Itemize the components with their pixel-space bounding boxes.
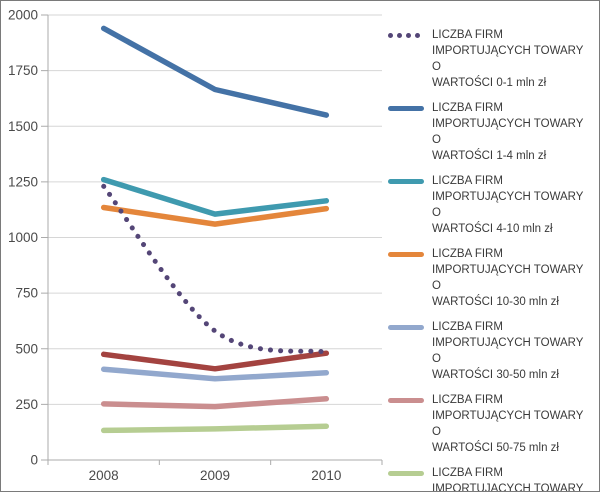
legend-label: LICZBA FIRM IMPORTUJĄCYCH TOWARY O WARTO… (432, 175, 584, 235)
legend-item: LICZBA FIRM IMPORTUJĄCYCH TOWARY O WARTO… (388, 27, 594, 91)
legend-item: LICZBA FIRM IMPORTUJĄCYCH TOWARY O WARTO… (388, 465, 594, 492)
legend-item: LICZBA FIRM IMPORTUJĄCYCH TOWARY O WARTO… (388, 173, 594, 237)
legend-label: LICZBA FIRM IMPORTUJĄCYCH TOWARY O WARTO… (432, 102, 584, 162)
y-axis-label: 2000 (8, 8, 38, 23)
legend-label: LICZBA FIRM IMPORTUJĄCYCH TOWARY O WARTO… (432, 467, 584, 492)
x-axis-label: 2009 (200, 468, 230, 483)
legend-line-icon (388, 173, 425, 189)
x-axis-label: 2008 (89, 468, 119, 483)
legend-dotted-line-icon (388, 27, 425, 43)
series-line-4 (100, 366, 330, 382)
legend: LICZBA FIRM IMPORTUJĄCYCH TOWARY O WARTO… (388, 27, 594, 492)
legend-item: LICZBA FIRM IMPORTUJĄCYCH TOWARY O WARTO… (388, 100, 594, 164)
legend-line-icon (388, 100, 425, 116)
x-axis-label: 2010 (311, 468, 341, 483)
y-axis-label: 0 (30, 453, 38, 468)
legend-line-icon (388, 319, 425, 335)
y-axis-label: 500 (15, 341, 38, 356)
plot-area: 0 250 500 750 1000 1250 1500 1750 2000 2008 2009 20… (8, 8, 383, 483)
legend-item: LICZBA FIRM IMPORTUJĄCYCH TOWARY O WARTO… (388, 392, 594, 456)
series-line-6 (100, 423, 330, 434)
y-axis-label: 1750 (8, 63, 38, 78)
legend-item: LICZBA FIRM IMPORTUJĄCYCH TOWARY O WARTO… (388, 319, 594, 383)
legend-label: LICZBA FIRM IMPORTUJĄCYCH TOWARY O WARTO… (432, 248, 584, 308)
series-line-7 (100, 350, 330, 372)
y-axis-label: 1250 (8, 174, 38, 189)
series-line-2 (100, 176, 330, 217)
y-axis-label: 1500 (8, 119, 38, 134)
legend-line-icon (388, 392, 425, 408)
series-line-5 (100, 396, 330, 410)
legend-label: LICZBA FIRM IMPORTUJĄCYCH TOWARY O WARTO… (432, 29, 584, 89)
legend-label: LICZBA FIRM IMPORTUJĄCYCH TOWARY O WARTO… (432, 394, 584, 454)
legend-item: LICZBA FIRM IMPORTUJĄCYCH TOWARY O WARTO… (388, 246, 594, 310)
series-line-0 (101, 183, 329, 355)
y-axis-label: 1000 (8, 230, 38, 245)
series-line-1 (100, 25, 330, 118)
legend-label: LICZBA FIRM IMPORTUJĄCYCH TOWARY O WARTO… (432, 321, 584, 381)
y-axis-label: 250 (15, 397, 38, 412)
legend-line-icon (388, 246, 425, 262)
y-axis-label: 750 (15, 286, 38, 301)
legend-line-icon (388, 465, 425, 481)
series-line-3 (100, 204, 330, 227)
